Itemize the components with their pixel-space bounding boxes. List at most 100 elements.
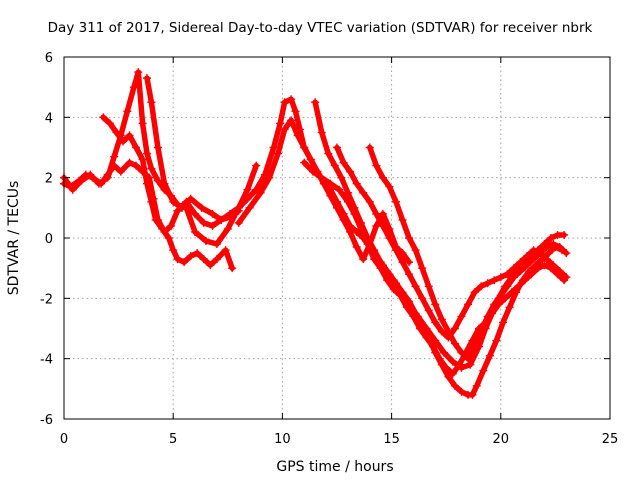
- data-point-marker: [523, 252, 532, 261]
- data-point-marker: [118, 137, 127, 146]
- y-tick-label: 4: [45, 111, 53, 126]
- data-point-marker: [350, 203, 359, 212]
- data-point-marker: [300, 158, 309, 167]
- data-point-marker: [99, 113, 108, 122]
- data-point-marker: [129, 83, 138, 92]
- data-point-marker: [112, 128, 121, 137]
- data-point-marker: [450, 324, 459, 333]
- data-point-marker: [479, 366, 488, 375]
- data-point-marker: [444, 327, 453, 336]
- data-point-marker: [346, 167, 355, 176]
- data-point-marker: [142, 149, 151, 158]
- data-point-marker: [378, 221, 387, 230]
- data-point-marker: [191, 209, 200, 218]
- data-point-marker: [160, 179, 169, 188]
- data-point-marker: [370, 246, 379, 255]
- data-point-marker: [542, 243, 551, 252]
- data-point-marker: [245, 203, 254, 212]
- data-point-marker: [234, 203, 243, 212]
- data-point-marker: [197, 203, 206, 212]
- data-point-marker: [490, 300, 499, 309]
- data-point-marker: [86, 170, 95, 179]
- y-tick-label: -4: [40, 353, 53, 368]
- chart-grid: [64, 57, 610, 419]
- data-point-marker: [549, 261, 558, 270]
- data-point-marker: [324, 149, 333, 158]
- data-point-marker: [448, 369, 457, 378]
- data-point-marker: [94, 179, 103, 188]
- data-point-marker: [560, 230, 569, 239]
- data-point-marker: [287, 116, 296, 125]
- data-point-marker: [191, 227, 200, 236]
- data-point-marker: [208, 221, 217, 230]
- data-point-marker: [243, 194, 252, 203]
- data-point-marker: [485, 351, 494, 360]
- data-point-marker: [333, 197, 341, 206]
- data-point-marker: [326, 179, 335, 188]
- data-point-marker: [477, 327, 486, 336]
- data-point-marker: [396, 288, 405, 297]
- data-point-marker: [221, 246, 230, 255]
- data-point-marker: [466, 360, 475, 369]
- data-point-marker: [311, 98, 320, 107]
- data-point-marker: [529, 255, 538, 264]
- data-point-marker: [418, 264, 427, 273]
- data-point-marker: [435, 354, 444, 363]
- data-point-marker: [398, 258, 407, 267]
- data-point-marker: [110, 152, 119, 161]
- data-point-marker: [125, 158, 134, 167]
- data-point-marker: [186, 252, 195, 261]
- data-point-marker: [151, 215, 160, 224]
- data-point-marker: [158, 224, 167, 233]
- x-tick-label: 25: [602, 432, 619, 447]
- data-point-marker: [169, 246, 178, 255]
- y-tick-label: -6: [40, 413, 53, 428]
- data-point-marker: [134, 68, 143, 77]
- data-point-marker: [496, 273, 505, 282]
- data-point-marker: [365, 197, 374, 206]
- data-point-marker: [437, 315, 446, 324]
- data-point-marker: [68, 185, 77, 194]
- data-point-marker: [252, 185, 261, 194]
- data-point-marker: [501, 294, 510, 303]
- data-point-marker: [413, 312, 422, 321]
- data-point-marker: [431, 300, 440, 309]
- data-point-marker: [280, 125, 289, 134]
- data-point-marker: [343, 188, 352, 197]
- series-line-4: [144, 75, 412, 265]
- data-point-marker: [346, 221, 355, 230]
- data-point-marker: [330, 161, 339, 170]
- data-point-marker: [509, 273, 518, 282]
- data-point-marker: [542, 255, 551, 264]
- data-point-marker: [385, 234, 394, 242]
- data-point-marker: [153, 143, 162, 152]
- data-point-marker: [477, 282, 486, 291]
- data-point-marker: [317, 128, 326, 137]
- data-point-marker: [280, 98, 289, 107]
- data-point-marker: [540, 261, 549, 270]
- data-point-marker: [142, 179, 151, 188]
- data-point-marker: [293, 131, 302, 140]
- data-point-marker: [359, 255, 368, 264]
- data-point-marker: [529, 246, 538, 255]
- series-markers-2: [60, 68, 261, 249]
- data-point-marker: [169, 197, 178, 206]
- data-point-marker: [514, 282, 523, 291]
- data-point-marker: [223, 224, 232, 233]
- data-point-marker: [372, 209, 381, 218]
- y-tick-label: 0: [45, 232, 53, 247]
- data-point-marker: [483, 312, 492, 321]
- data-point-marker: [503, 282, 512, 291]
- series-markers-7: [311, 98, 569, 372]
- data-point-marker: [457, 387, 466, 396]
- data-point-marker: [547, 234, 556, 242]
- data-point-marker: [468, 390, 477, 399]
- data-point-marker: [352, 179, 361, 188]
- data-point-marker: [549, 240, 558, 249]
- data-point-marker: [212, 255, 221, 264]
- data-point-marker: [562, 249, 571, 258]
- chart-title: Day 311 of 2017, Sidereal Day-to-day VTE…: [48, 20, 593, 36]
- data-point-marker: [527, 270, 536, 279]
- data-point-marker: [544, 249, 553, 258]
